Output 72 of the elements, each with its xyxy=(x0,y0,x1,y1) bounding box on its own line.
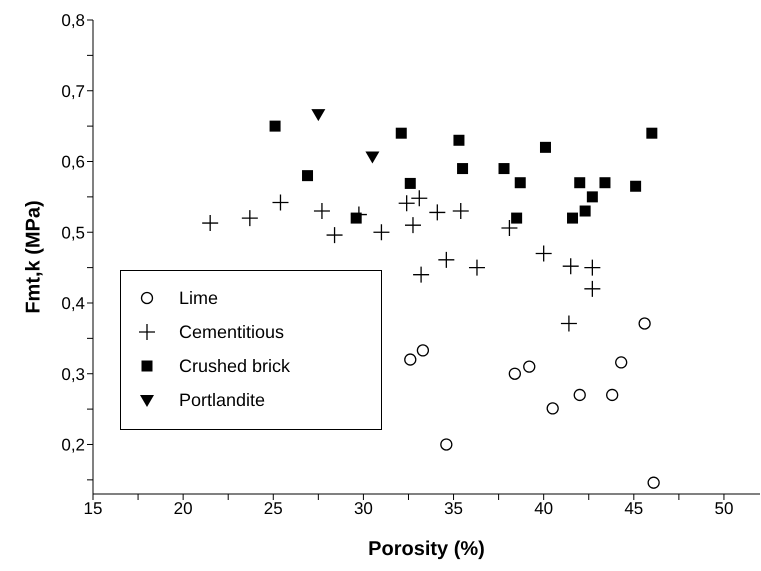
point xyxy=(202,214,219,232)
point xyxy=(606,388,618,402)
point xyxy=(638,317,651,330)
point xyxy=(404,353,416,366)
point xyxy=(438,251,455,268)
point xyxy=(574,388,586,402)
point xyxy=(302,170,314,182)
point xyxy=(540,142,551,153)
y-tick-label: 0,5 xyxy=(61,223,85,242)
point xyxy=(416,344,430,357)
y-axis-title: Fmt,k (MPa) xyxy=(22,200,44,314)
point xyxy=(326,226,344,244)
point xyxy=(535,244,552,262)
point xyxy=(511,212,522,224)
point xyxy=(584,280,601,298)
point xyxy=(313,202,331,220)
y-tick-label: 0,4 xyxy=(61,294,85,314)
point xyxy=(562,258,580,275)
x-tick-label: 25 xyxy=(264,499,283,518)
point xyxy=(311,109,326,122)
point xyxy=(270,120,281,132)
point xyxy=(584,258,601,276)
x-tick-label: 15 xyxy=(84,499,102,518)
point xyxy=(396,128,407,139)
point xyxy=(630,180,642,192)
point xyxy=(599,177,610,188)
y-tick-label: 0,3 xyxy=(61,364,85,384)
x-tick-label: 35 xyxy=(444,499,463,518)
legend-label: Portlandite xyxy=(179,390,266,410)
point xyxy=(398,194,416,212)
point xyxy=(428,204,446,222)
point xyxy=(500,219,518,237)
point xyxy=(508,368,521,380)
point xyxy=(350,212,362,224)
x-tick-label: 50 xyxy=(714,499,734,518)
point xyxy=(647,476,660,489)
x-tick-label: 30 xyxy=(354,499,373,518)
point xyxy=(410,190,428,207)
point xyxy=(440,438,452,451)
point xyxy=(523,360,536,373)
y-tick-label: 0,2 xyxy=(61,436,85,455)
x-axis-title: Porosity (%) xyxy=(368,538,485,560)
legend-label: Crushed brick xyxy=(179,356,290,376)
point xyxy=(404,216,422,234)
x-tick-label: 20 xyxy=(174,499,193,518)
x-tick-label: 45 xyxy=(624,499,644,518)
point xyxy=(586,191,598,202)
x-tick-label: 40 xyxy=(534,499,554,518)
point xyxy=(452,202,470,220)
point xyxy=(457,163,468,174)
point xyxy=(546,402,559,415)
y-tick-label: 0,7 xyxy=(61,82,85,101)
point xyxy=(567,212,578,224)
y-tick-label: 0,6 xyxy=(61,152,85,172)
point xyxy=(404,178,416,189)
point xyxy=(412,266,430,284)
legend-label: Cementitious xyxy=(179,322,284,342)
point xyxy=(372,224,390,241)
point xyxy=(453,134,464,146)
point xyxy=(646,128,658,139)
point xyxy=(241,209,258,227)
point xyxy=(468,258,486,276)
point xyxy=(615,356,628,369)
y-tick-label: 0,8 xyxy=(61,11,85,30)
point xyxy=(514,177,526,188)
point xyxy=(580,206,591,217)
legend-label: Lime xyxy=(179,288,218,308)
point xyxy=(272,194,290,212)
point xyxy=(365,152,380,164)
point xyxy=(560,314,578,332)
point xyxy=(498,163,510,174)
point xyxy=(574,177,586,188)
